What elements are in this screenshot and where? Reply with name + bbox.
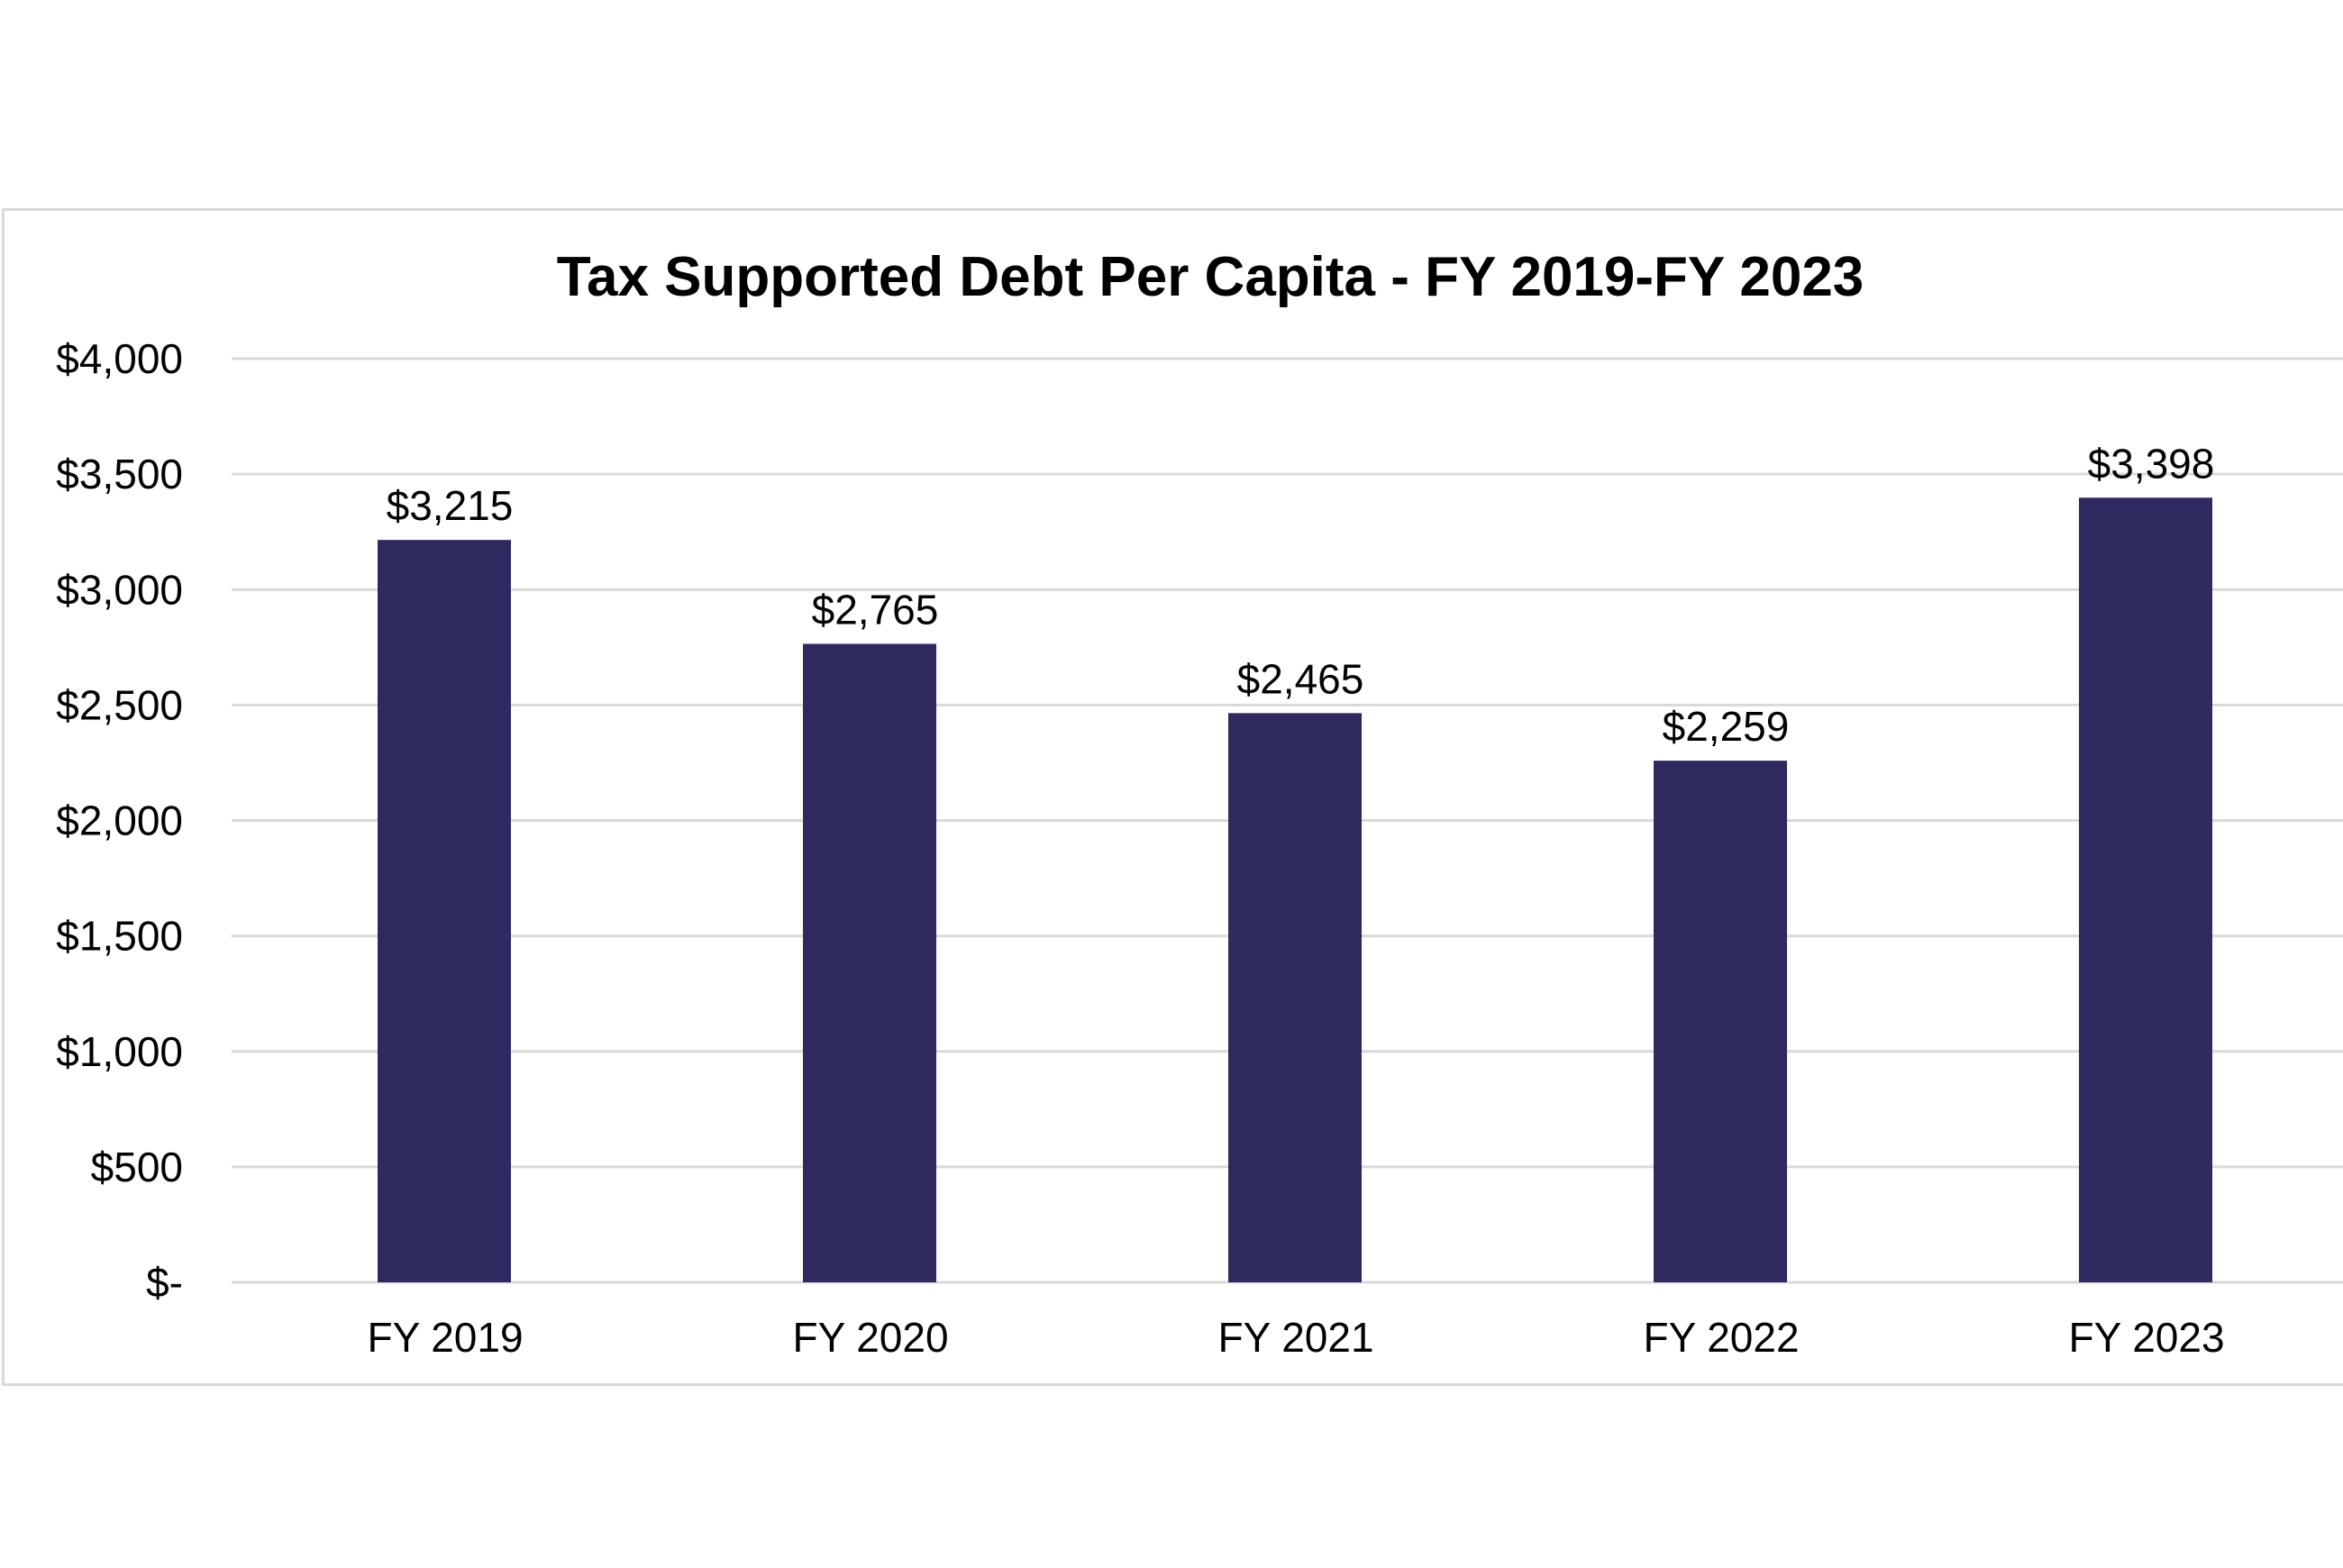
- y-tick-label: $4,000: [56, 335, 183, 382]
- bar: [803, 643, 936, 1282]
- data-label: $2,259: [1663, 703, 1790, 750]
- y-tick-label: $1,500: [56, 913, 183, 960]
- y-tick-label: $2,500: [56, 681, 183, 728]
- bar: [378, 540, 511, 1282]
- x-tick-label: FY 2023: [2068, 1314, 2224, 1361]
- y-tick-label: $2,000: [56, 798, 183, 844]
- x-tick-label: FY 2020: [792, 1314, 948, 1361]
- x-tick-label: FY 2022: [1643, 1314, 1799, 1361]
- bar: [2079, 497, 2212, 1282]
- chart-title: Tax Supported Debt Per Capita - FY 2019-…: [557, 246, 1864, 308]
- data-label: $2,765: [812, 586, 939, 633]
- bar: [1654, 761, 1787, 1282]
- x-tick-label: FY 2019: [367, 1314, 523, 1361]
- bar: [1228, 713, 1362, 1282]
- data-label: $3,215: [387, 482, 514, 529]
- y-tick-label: $3,000: [56, 566, 183, 613]
- chart-frame: [2, 208, 2343, 1386]
- y-tick-label: $1,000: [56, 1028, 183, 1075]
- x-tick-label: FY 2021: [1217, 1314, 1373, 1361]
- y-tick-label: $500: [91, 1144, 183, 1190]
- data-label: $3,398: [2088, 440, 2215, 487]
- data-label: $2,465: [1237, 655, 1364, 702]
- y-tick-label: $-: [146, 1259, 183, 1306]
- y-tick-label: $3,500: [56, 451, 183, 497]
